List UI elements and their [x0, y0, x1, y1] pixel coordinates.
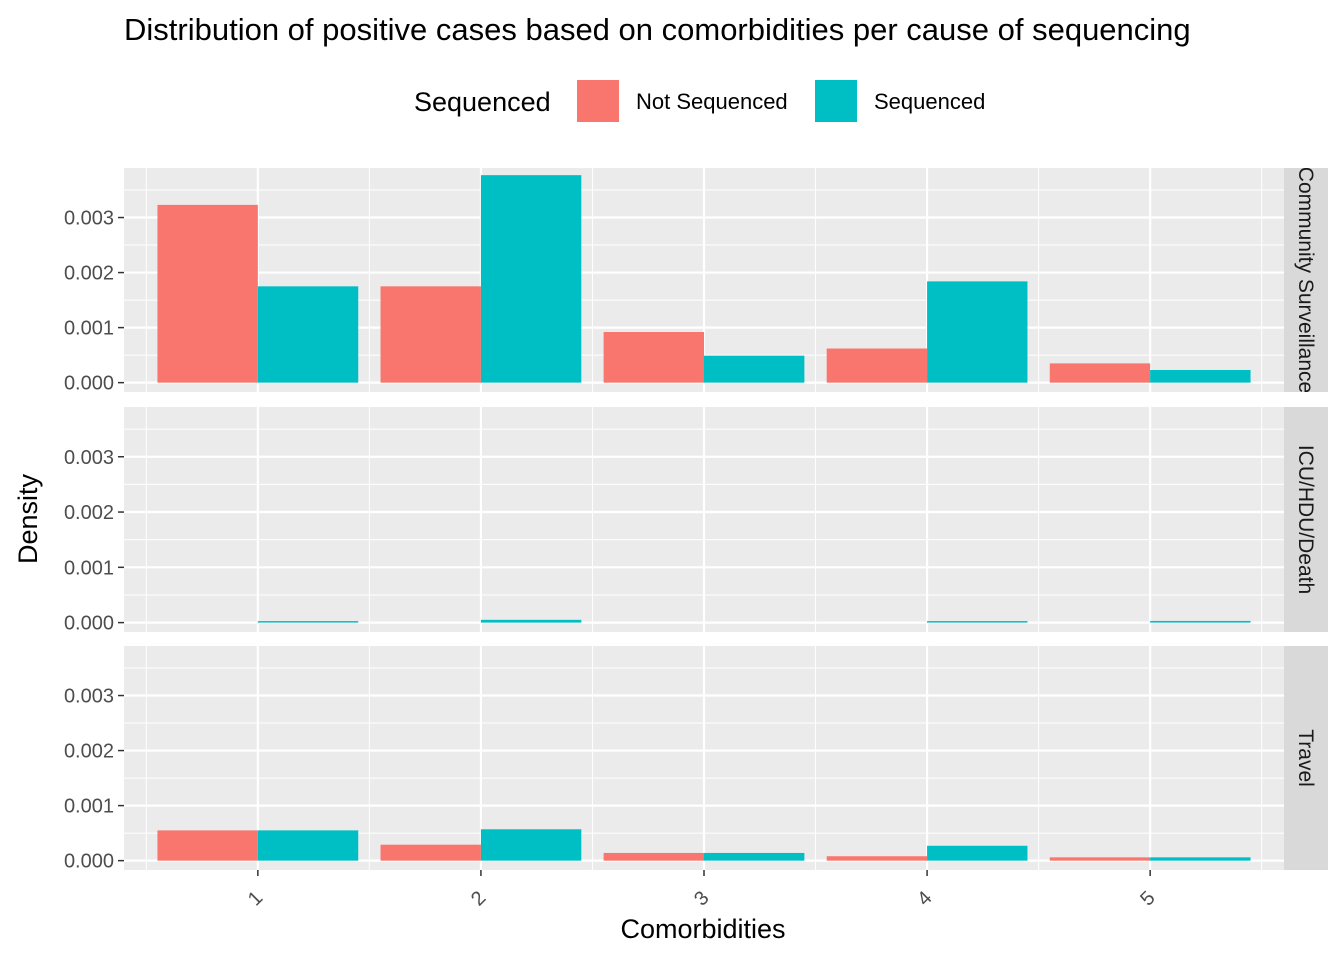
facet-panel-1: 0.000 0.001 0.002 0.003 Community Surveillan…	[64, 167, 1328, 395]
y-axis-title: Density	[13, 473, 43, 564]
facet-strip-label-wrap: ICU/HDU/Death	[1294, 445, 1317, 594]
y-tick-label: 0.001	[64, 796, 114, 818]
bar-sequenced-4	[927, 845, 1028, 861]
bar-not-sequenced-5	[1049, 363, 1151, 383]
bar-sequenced-4	[927, 281, 1028, 383]
x-tick-label: 2	[467, 887, 490, 910]
facet-panel-2: 0.000 0.001 0.002 0.003 ICU/HDU/Death	[64, 407, 1328, 635]
legend-label-not-sequenced: Not Sequenced	[636, 89, 788, 114]
bar-sequenced-5	[1150, 620, 1251, 623]
bar-sequenced-1	[257, 621, 359, 623]
y-tick-label: 0.000	[64, 851, 114, 873]
bar-not-sequenced-2	[380, 286, 481, 383]
bar-sequenced-4	[927, 621, 1028, 623]
y-tick-label: 0.002	[64, 502, 114, 524]
bar-sequenced-2	[480, 619, 582, 623]
y-tick-label: 0.003	[64, 686, 114, 708]
bar-not-sequenced-1	[157, 830, 258, 861]
facet-panel-3: 0.000 0.001 0.002 0.003 Travel	[64, 646, 1328, 873]
legend-key-not-sequenced	[577, 80, 619, 122]
bar-sequenced-1	[257, 286, 359, 383]
facet-panels: 0.000 0.001 0.002 0.003 Community Surveillan…	[64, 167, 1328, 910]
facet-strip	[1284, 407, 1328, 632]
bar-sequenced-2	[480, 175, 582, 383]
y-tick-label: 0.002	[64, 263, 114, 285]
bar-not-sequenced-3	[603, 852, 704, 861]
bar-sequenced-3	[704, 852, 805, 861]
y-tick-label: 0.001	[64, 318, 114, 340]
bar-not-sequenced-2	[380, 844, 481, 861]
facet-strip-label: Travel	[1294, 729, 1317, 787]
y-tick-label: 0.002	[64, 741, 114, 763]
facet-strip-label: Community Surveillance	[1294, 167, 1317, 393]
chart-title: Distribution of positive cases based on …	[124, 12, 1191, 47]
bar-sequenced-3	[704, 355, 805, 383]
bar-not-sequenced-5	[1049, 857, 1151, 861]
y-tick-label: 0.000	[64, 373, 114, 395]
legend-key-sequenced	[815, 80, 857, 122]
bar-not-sequenced-1	[157, 204, 258, 383]
facet-strip	[1284, 168, 1328, 392]
legend-title: Sequenced	[414, 87, 551, 117]
bar-not-sequenced-3	[603, 332, 704, 383]
facet-strip-label: ICU/HDU/Death	[1294, 445, 1317, 594]
facet-strip-label-wrap: Travel	[1294, 729, 1317, 787]
facet-strip-label-wrap: Community Surveillance	[1294, 167, 1317, 393]
bar-not-sequenced-4	[826, 348, 928, 383]
bar-sequenced-2	[480, 829, 582, 861]
x-tick-label: 3	[690, 887, 713, 910]
legend: Sequenced Not Sequenced Sequenced	[414, 80, 985, 122]
facet-strip	[1284, 646, 1328, 870]
y-tick-label: 0.003	[64, 447, 114, 469]
x-tick-label: 5	[1136, 887, 1159, 910]
bar-not-sequenced-4	[826, 856, 928, 861]
y-tick-label: 0.001	[64, 557, 114, 579]
x-tick-label: 1	[244, 887, 267, 910]
legend-label-sequenced: Sequenced	[874, 89, 985, 114]
y-tick-label: 0.003	[64, 208, 114, 230]
x-axis-title: Comorbidities	[620, 914, 785, 944]
y-tick-label: 0.000	[64, 613, 114, 635]
bar-sequenced-5	[1150, 857, 1251, 861]
bar-sequenced-1	[257, 830, 359, 861]
x-tick-label: 4	[913, 887, 936, 910]
bar-sequenced-5	[1150, 369, 1251, 383]
